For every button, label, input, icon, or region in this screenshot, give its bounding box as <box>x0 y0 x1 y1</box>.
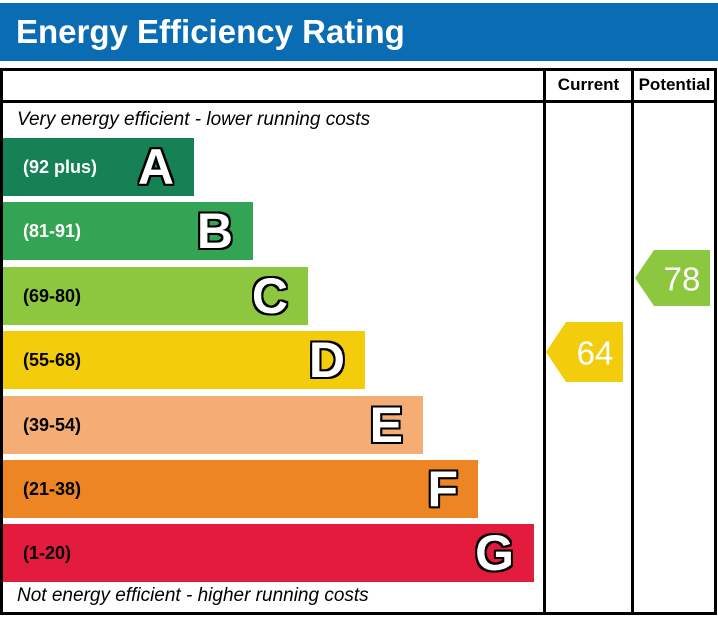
current-arrow-shape <box>546 322 623 382</box>
band-g-letter: G <box>475 525 514 581</box>
title-bar: Energy Efficiency Rating <box>0 3 718 61</box>
band-d-letter: D <box>308 332 345 388</box>
current-column-divider <box>543 68 546 615</box>
potential-arrow-shape <box>635 250 710 306</box>
bottom-caption: Not energy efficient - higher running co… <box>17 585 369 606</box>
band-d: (55-68) D <box>3 331 365 389</box>
current-rating-value: 64 <box>577 335 614 372</box>
band-e: (39-54) E <box>3 396 423 454</box>
band-c-range-label: (69-80) <box>23 285 82 306</box>
current-column-header: Current <box>557 75 620 94</box>
band-f-letter: F <box>427 461 458 517</box>
band-b: (81-91) B <box>3 202 253 260</box>
band-e-letter: E <box>369 397 403 453</box>
header-row-divider <box>0 100 717 103</box>
band-c-letter: C <box>251 268 288 324</box>
band-a: (92 plus) A <box>3 138 194 196</box>
potential-column-header: Potential <box>638 75 711 94</box>
band-f-range-label: (21-38) <box>23 478 82 499</box>
band-b-letter: B <box>196 203 233 259</box>
current-rating-arrow: 64 <box>546 322 623 382</box>
band-g: (1-20) G <box>3 524 534 582</box>
page-title: Energy Efficiency Rating <box>16 13 405 50</box>
top-caption: Very energy efficient - lower running co… <box>17 109 371 130</box>
band-c: (69-80) C <box>3 267 308 325</box>
potential-column-divider <box>631 68 634 615</box>
band-f: (21-38) F <box>3 460 478 518</box>
band-d-range-label: (55-68) <box>23 349 82 370</box>
band-a-range-label: (92 plus) <box>23 156 98 177</box>
band-b-range-label: (81-91) <box>23 220 82 241</box>
band-e-range-label: (39-54) <box>23 414 82 435</box>
band-g-range-label: (1-20) <box>23 542 72 563</box>
potential-rating-arrow: 78 <box>635 250 710 306</box>
band-a-letter: A <box>137 139 174 195</box>
potential-rating-value: 78 <box>664 261 701 298</box>
